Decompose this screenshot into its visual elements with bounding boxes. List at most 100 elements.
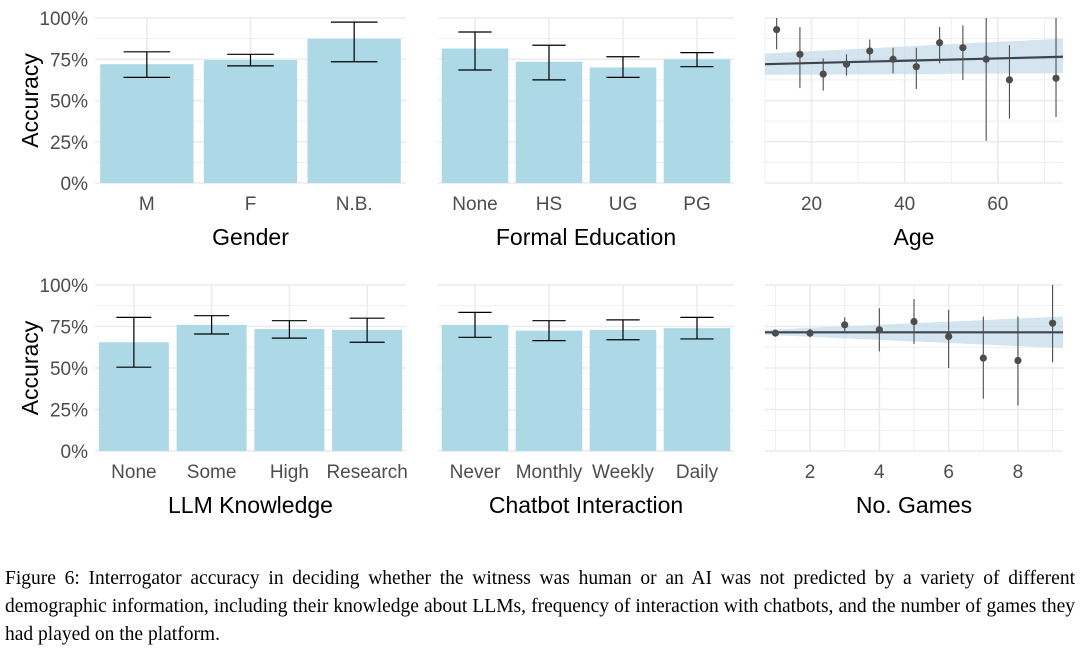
bar-monthly xyxy=(515,330,583,451)
data-point xyxy=(936,39,944,47)
x-axis-title: No. Games xyxy=(856,492,972,518)
bar-m xyxy=(100,64,194,183)
y-tick-label: 50% xyxy=(50,359,88,380)
x-tick-label: 4 xyxy=(874,462,885,483)
bar-ug xyxy=(589,67,657,183)
error-bar xyxy=(532,320,566,342)
data-point xyxy=(982,55,990,63)
data-point xyxy=(1005,76,1014,84)
x-tick-label: PG xyxy=(683,194,710,215)
data-point xyxy=(819,70,827,78)
error-bar xyxy=(532,44,566,81)
panel-llm_knowledge: None Some High Research LLM Knowledge xyxy=(95,284,408,518)
data-point xyxy=(841,321,849,329)
data-point xyxy=(979,354,987,362)
x-tick-label: High xyxy=(270,462,309,483)
x-tick-label: M xyxy=(139,194,155,215)
figure-6-chart-grid: 100% 75% 50% 25% 0% Accuracy 100% 75% 50% 25% 0% Ac… xyxy=(17,9,1064,518)
y-tick-label: 75% xyxy=(50,50,88,71)
regression-line xyxy=(764,55,1064,66)
error-bar xyxy=(116,316,152,368)
error-bar xyxy=(271,320,307,339)
x-axis-title: Gender xyxy=(212,224,289,250)
y-axis-title: Accuracy xyxy=(17,320,43,415)
x-tick-label: 40 xyxy=(894,194,915,215)
bar-pg xyxy=(663,59,731,183)
y-tick-label: 50% xyxy=(50,92,88,113)
bar-never xyxy=(441,324,509,451)
data-point xyxy=(1014,356,1022,365)
data-point xyxy=(842,60,851,68)
data-point xyxy=(910,317,918,326)
y-axis-title: Accuracy xyxy=(17,53,43,148)
data-point xyxy=(806,329,814,337)
error-bar xyxy=(123,51,171,79)
x-tick-label: UG xyxy=(609,194,638,215)
error-bar xyxy=(680,316,714,340)
error-bar xyxy=(680,52,714,68)
bar-n-b- xyxy=(307,38,401,183)
data-point xyxy=(959,44,967,52)
data-point xyxy=(771,329,779,337)
bar-none xyxy=(441,48,509,184)
data-point xyxy=(1049,319,1057,327)
x-axis-title: Formal Education xyxy=(496,224,676,250)
bar-daily xyxy=(663,328,731,451)
x-tick-label: 8 xyxy=(1013,462,1024,483)
x-axis-title: LLM Knowledge xyxy=(168,492,333,518)
error-bar xyxy=(606,56,640,79)
panel-chatbot_interaction: Never Monthly Weekly Daily Chatbot Interacti… xyxy=(438,284,734,518)
y-tick-label: 100% xyxy=(39,276,88,297)
x-tick-label: Monthly xyxy=(516,462,583,483)
x-axis-title: Chatbot Interaction xyxy=(489,492,683,518)
bar-high xyxy=(254,328,325,451)
panel-games: 2 4 6 8 No. Games xyxy=(765,284,1063,518)
data-point xyxy=(912,63,920,71)
y-tick-label: 100% xyxy=(39,9,88,30)
y-tick-label: 0% xyxy=(61,442,89,463)
data-point xyxy=(796,50,804,58)
data-point xyxy=(773,25,781,34)
y-axis-row-2: 100% 75% 50% 25% 0% Accuracy xyxy=(17,276,88,463)
error-bar xyxy=(458,31,492,71)
data-point xyxy=(1052,74,1060,82)
error-bar xyxy=(458,311,492,338)
error-bar xyxy=(606,319,640,341)
x-axis-title: Age xyxy=(894,224,935,250)
x-tick-label: Never xyxy=(450,462,501,483)
figure-caption: Figure 6: Interrogator accuracy in decid… xyxy=(5,568,1075,645)
x-tick-label: 20 xyxy=(801,194,822,215)
x-tick-label: Some xyxy=(187,462,237,483)
x-tick-label: None xyxy=(111,462,156,483)
x-tick-label: F xyxy=(245,194,257,215)
error-bar xyxy=(227,53,274,67)
y-tick-label: 0% xyxy=(61,174,89,195)
bar-research xyxy=(332,329,403,451)
x-tick-label: 2 xyxy=(805,462,816,483)
x-tick-label: Research xyxy=(326,462,407,483)
x-tick-label: HS xyxy=(536,194,562,215)
bar-some xyxy=(176,324,247,451)
y-tick-label: 25% xyxy=(50,401,88,422)
y-axis-row-1: 100% 75% 50% 25% 0% Accuracy xyxy=(17,9,88,195)
y-tick-label: 75% xyxy=(50,318,88,339)
error-bar xyxy=(349,317,385,343)
data-point xyxy=(866,47,874,55)
data-point xyxy=(875,326,883,334)
x-tick-label: None xyxy=(452,194,497,215)
x-tick-label: Weekly xyxy=(592,462,654,483)
data-point xyxy=(889,55,897,63)
bar-hs xyxy=(515,61,583,183)
y-tick-label: 25% xyxy=(50,133,88,154)
error-bar xyxy=(330,21,378,63)
panel-gender: M F N.B. Gender xyxy=(95,17,406,250)
x-tick-label: N.B. xyxy=(336,194,373,215)
bar-f xyxy=(203,60,298,184)
x-tick-label: 60 xyxy=(987,194,1008,215)
data-point xyxy=(945,332,953,341)
bar-weekly xyxy=(589,329,657,451)
panel-education: None HS UG PG Formal Education xyxy=(438,17,734,250)
panel-age: 20 40 60 Age xyxy=(764,17,1064,250)
confidence-ribbon xyxy=(765,38,1063,75)
x-tick-label: Daily xyxy=(676,462,719,483)
